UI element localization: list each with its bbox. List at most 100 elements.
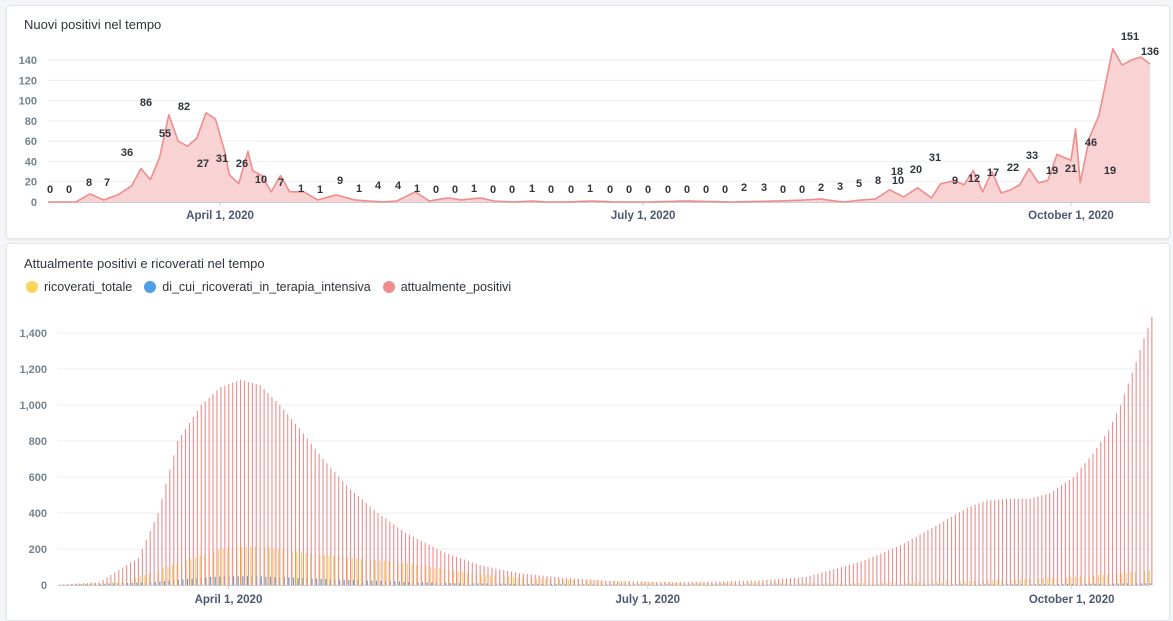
bar-ricoverati-totale bbox=[1098, 575, 1100, 585]
bar-ricoverati-totale bbox=[558, 579, 561, 585]
bar-attualmente-positivi bbox=[102, 579, 104, 585]
bar-di-cui-ricoverati-in-terapia-intensiva bbox=[219, 576, 221, 585]
bar-di-cui-ricoverati-in-terapia-intensiva bbox=[472, 583, 474, 585]
bar-attualmente-positivi bbox=[734, 581, 737, 585]
bar-attualmente-positivi bbox=[805, 576, 807, 585]
bar-ricoverati-totale bbox=[890, 582, 892, 585]
bar-attualmente-positivi bbox=[255, 384, 257, 585]
bar-ricoverati-totale bbox=[397, 562, 399, 585]
bar-ricoverati-totale bbox=[674, 582, 676, 585]
bar-attualmente-positivi bbox=[1053, 490, 1055, 585]
bar-ricoverati-totale bbox=[241, 547, 243, 585]
bar-attualmente-positivi bbox=[1096, 447, 1098, 585]
bar-attualmente-positivi bbox=[687, 582, 689, 585]
data-label: 4 bbox=[375, 180, 382, 192]
bar-attualmente-positivi bbox=[982, 501, 984, 585]
bar-attualmente-positivi bbox=[1021, 498, 1023, 585]
bar-ricoverati-totale bbox=[839, 583, 842, 585]
bar-ricoverati-totale bbox=[752, 582, 754, 585]
bar-attualmente-positivi bbox=[1009, 498, 1011, 585]
bar-attualmente-positivi bbox=[683, 582, 685, 585]
bar-di-cui-ricoverati-in-terapia-intensiva bbox=[366, 580, 368, 585]
bar-ricoverati-totale bbox=[549, 579, 551, 585]
bar-di-cui-ricoverati-in-terapia-intensiva bbox=[578, 584, 580, 585]
bar-attualmente-positivi bbox=[94, 582, 96, 585]
bar-ricoverati-totale bbox=[310, 553, 312, 585]
bar-attualmente-positivi bbox=[754, 580, 756, 585]
data-label: 27 bbox=[197, 158, 209, 170]
bar-attualmente-positivi bbox=[1108, 430, 1110, 585]
bar-ricoverati-totale bbox=[346, 557, 349, 585]
bar-di-cui-ricoverati-in-terapia-intensiva bbox=[320, 578, 322, 585]
bar-di-cui-ricoverati-in-terapia-intensiva bbox=[560, 584, 562, 585]
bar-attualmente-positivi bbox=[538, 575, 540, 585]
bar-di-cui-ricoverati-in-terapia-intensiva bbox=[85, 584, 87, 585]
bar-ricoverati-totale bbox=[323, 555, 326, 585]
bar-di-cui-ricoverati-in-terapia-intensiva bbox=[606, 584, 608, 585]
bar-di-cui-ricoverati-in-terapia-intensiva bbox=[1020, 584, 1023, 585]
bar-attualmente-positivi bbox=[833, 569, 835, 585]
bar-attualmente-positivi bbox=[204, 401, 206, 585]
bar-di-cui-ricoverati-in-terapia-intensiva bbox=[108, 583, 110, 585]
bar-attualmente-positivi bbox=[283, 409, 285, 585]
bar-di-cui-ricoverati-in-terapia-intensiva bbox=[182, 579, 184, 585]
bar-attualmente-positivi bbox=[1119, 405, 1121, 585]
bar-ricoverati-totale bbox=[1121, 573, 1123, 585]
bar-attualmente-positivi bbox=[471, 562, 473, 585]
x-tick-label: October 1, 2020 bbox=[1028, 210, 1114, 222]
bar-ricoverati-totale bbox=[374, 560, 376, 585]
bar-attualmente-positivi bbox=[110, 575, 112, 585]
bar-attualmente-positivi bbox=[585, 579, 587, 585]
x-tick-label: July 1, 2020 bbox=[611, 210, 676, 222]
bar-ricoverati-totale bbox=[803, 583, 805, 585]
bar-attualmente-positivi bbox=[691, 582, 693, 585]
bar-di-cui-ricoverati-in-terapia-intensiva bbox=[159, 581, 161, 585]
legend-item-ricoverati-totale[interactable]: ricoverati_totale bbox=[26, 280, 132, 294]
data-label: 31 bbox=[216, 153, 228, 165]
bar-di-cui-ricoverati-in-terapia-intensiva bbox=[445, 582, 447, 585]
bar-di-cui-ricoverati-in-terapia-intensiva bbox=[316, 578, 318, 585]
bar-attualmente-positivi bbox=[1076, 472, 1078, 585]
bar-ricoverati-totale bbox=[646, 581, 648, 585]
bar-di-cui-ricoverati-in-terapia-intensiva bbox=[1126, 583, 1129, 585]
data-label: 2 bbox=[741, 182, 747, 194]
bar-di-cui-ricoverati-in-terapia-intensiva bbox=[1030, 584, 1032, 585]
legend-item-attualmente-positivi[interactable]: attualmente_positivi bbox=[382, 280, 511, 294]
bar-di-cui-ricoverati-in-terapia-intensiva bbox=[375, 580, 378, 585]
bar-di-cui-ricoverati-in-terapia-intensiva bbox=[205, 577, 207, 585]
bar-ricoverati-totale bbox=[770, 582, 772, 585]
bar-attualmente-positivi bbox=[1049, 493, 1051, 585]
bar-di-cui-ricoverati-in-terapia-intensiva bbox=[417, 582, 419, 585]
bar-ricoverati-totale bbox=[964, 581, 966, 585]
bar-di-cui-ricoverati-in-terapia-intensiva bbox=[504, 583, 507, 585]
bar-di-cui-ricoverati-in-terapia-intensiva bbox=[938, 584, 940, 585]
data-label: 4 bbox=[395, 180, 402, 192]
bar-di-cui-ricoverati-in-terapia-intensiva bbox=[288, 577, 290, 585]
bar-attualmente-positivi bbox=[310, 443, 312, 585]
bar-di-cui-ricoverati-in-terapia-intensiva bbox=[1113, 583, 1115, 585]
bar-ricoverati-totale bbox=[268, 547, 270, 585]
bar-attualmente-positivi bbox=[291, 419, 293, 585]
bar-attualmente-positivi bbox=[452, 555, 454, 585]
bar-di-cui-ricoverati-in-terapia-intensiva bbox=[1136, 583, 1138, 585]
bar-ricoverati-totale bbox=[167, 566, 169, 585]
data-label: 1 bbox=[471, 183, 477, 195]
bar-di-cui-ricoverati-in-terapia-intensiva bbox=[537, 583, 539, 585]
bar-ricoverati-totale bbox=[830, 583, 832, 585]
bar-attualmente-positivi bbox=[742, 580, 744, 585]
bar-ricoverati-totale bbox=[729, 582, 731, 585]
bar-ricoverati-totale bbox=[1093, 575, 1095, 585]
bar-di-cui-ricoverati-in-terapia-intensiva bbox=[615, 584, 617, 585]
bar-di-cui-ricoverati-in-terapia-intensiva bbox=[924, 584, 926, 585]
legend-item-terapia-intensiva[interactable]: di_cui_ricoverati_in_terapia_intensiva bbox=[144, 280, 371, 294]
bar-ricoverati-totale bbox=[1042, 578, 1044, 585]
bar-ricoverati-totale bbox=[1015, 579, 1017, 585]
bar-attualmente-positivi bbox=[821, 572, 823, 585]
bar-ricoverati-totale bbox=[904, 582, 906, 585]
bar-attualmente-positivi bbox=[346, 485, 348, 585]
bar-di-cui-ricoverati-in-terapia-intensiva bbox=[1011, 584, 1013, 586]
bar-ricoverati-totale bbox=[992, 580, 994, 585]
y-tick-label: 100 bbox=[19, 96, 37, 108]
bar-attualmente-positivi bbox=[750, 580, 752, 585]
bar-attualmente-positivi bbox=[907, 541, 909, 585]
